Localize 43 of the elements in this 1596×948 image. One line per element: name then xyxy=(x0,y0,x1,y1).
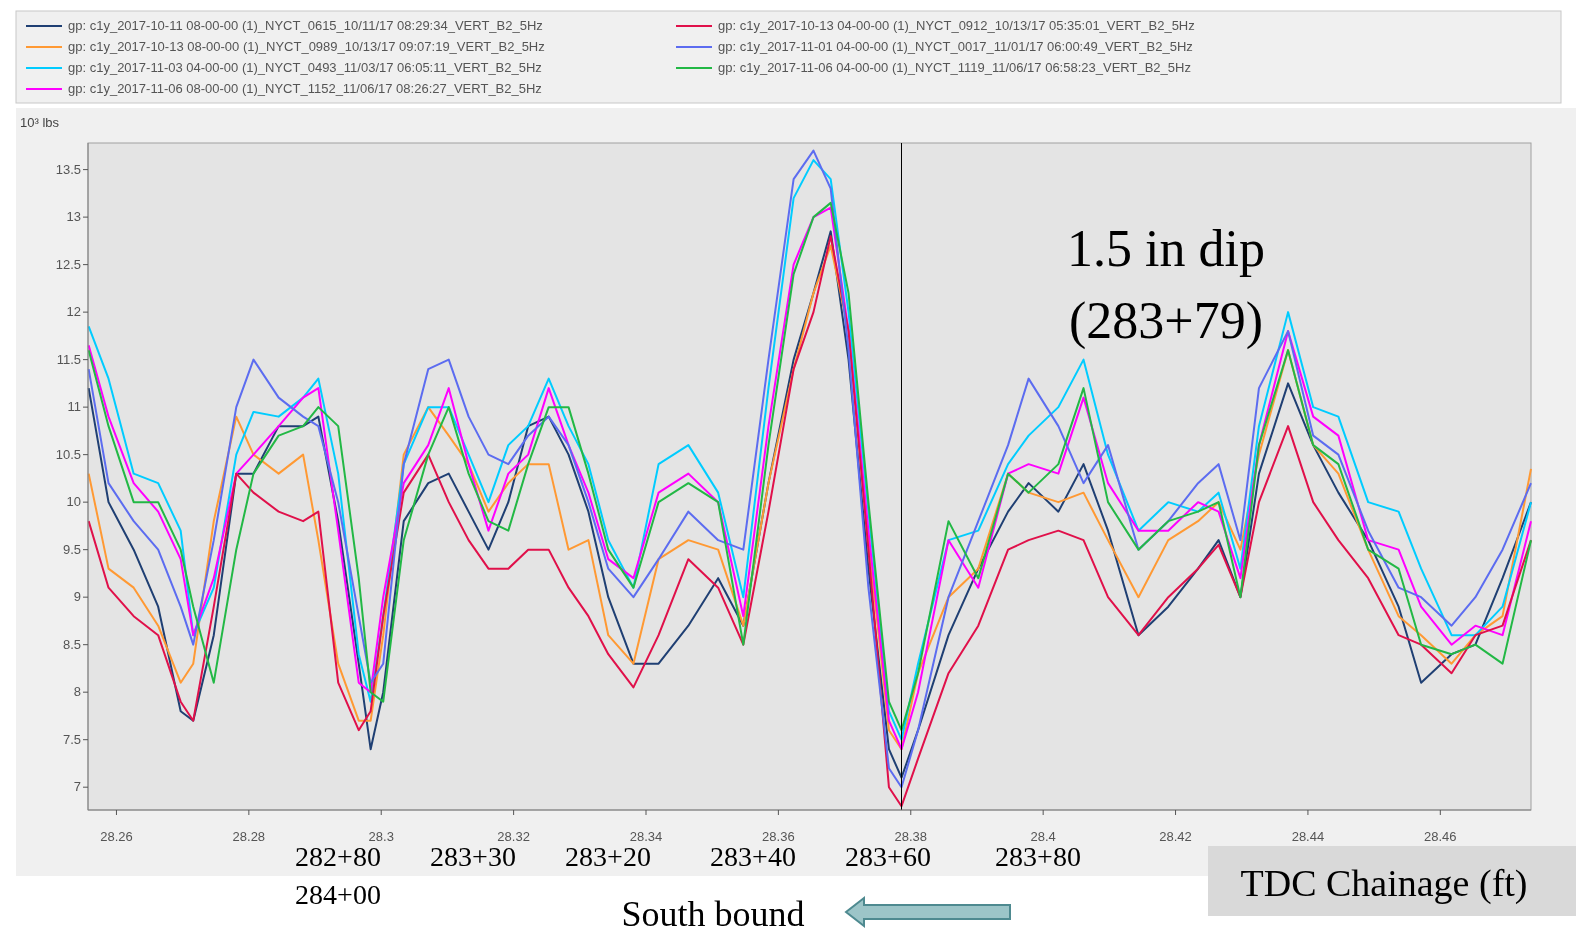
y-tick-label: 11 xyxy=(67,399,81,415)
x-tick-label: 28.32 xyxy=(497,829,530,844)
y-tick-label: 7 xyxy=(73,779,81,795)
text: 283+20 xyxy=(565,841,651,872)
x-tick-label: 28.38 xyxy=(894,829,928,844)
text: 283+60 xyxy=(845,841,931,872)
legend-label: gp: c1y_2017-11-01 04-00-00 (1)_NYCT_0017_11/01/17 06:00:49_VERT_B2_5Hz xyxy=(718,39,1193,54)
x-tick-label: 28.3 xyxy=(368,829,394,844)
legend-label: gp: c1y_2017-10-13 08-00-00 (1)_NYCT_0989_10/13/17 09:07:19_VERT_B2_5Hz xyxy=(68,39,545,54)
text: 283+80 xyxy=(995,841,1081,872)
legend-label: gp: c1y_2017-11-06 08-00-00 (1)_NYCT_1152_11/06/17 08:26:27_VERT_B2_5Hz xyxy=(68,81,542,96)
y-tick-label: 8.5 xyxy=(62,636,81,652)
y-tick-label: 10.5 xyxy=(55,446,81,462)
text: South bound xyxy=(621,894,805,934)
x-tick-label: 28.36 xyxy=(762,829,795,844)
annotation: 1.5 in dip (283+79) xyxy=(1067,220,1265,350)
y-tick-label: 11.5 xyxy=(56,351,81,367)
text: 283+40 xyxy=(710,841,796,872)
y-axis-title: 10³ lbs xyxy=(20,115,60,130)
y-tick-label: 12.5 xyxy=(55,256,81,272)
y-tick-label: 9.5 xyxy=(62,541,81,557)
legend-label: gp: c1y_2017-11-03 04-00-00 (1)_NYCT_0493_11/03/17 06:05:11_VERT_B2_5Hz xyxy=(68,60,542,75)
y-tick-label: 12 xyxy=(66,304,81,320)
text: 282+80 xyxy=(295,841,381,872)
x-axis-title: TDC Chainage (ft) xyxy=(1240,862,1528,905)
text: 283+30 xyxy=(430,841,516,872)
legend-label: gp: c1y_2017-10-13 04-00-00 (1)_NYCT_0912_10/13/17 05:35:01_VERT_B2_5Hz xyxy=(718,18,1195,33)
legend-label: gp: c1y_2017-11-06 04-00-00 (1)_NYCT_1119_11/06/17 06:58:23_VERT_B2_5Hz xyxy=(718,60,1191,75)
y-tick-label: 13.5 xyxy=(55,161,81,177)
y-tick-label: 13 xyxy=(66,209,81,225)
x-tick-label: 28.4 xyxy=(1030,829,1056,844)
x-tick-label: 28.46 xyxy=(1424,829,1457,844)
y-tick-label: 7.5 xyxy=(62,731,81,747)
x-tick-label: 28.34 xyxy=(629,829,663,844)
y-tick-label: 8 xyxy=(73,684,81,700)
text: 284+00 xyxy=(295,879,381,910)
x-tick-label: 28.26 xyxy=(100,829,133,844)
y-tick-label: 10 xyxy=(66,494,81,510)
x-tick-label: 28.44 xyxy=(1291,829,1325,844)
legend-label: gp: c1y_2017-10-11 08-00-00 (1)_NYCT_0615_10/11/17 08:29:34_VERT_B2_5Hz xyxy=(68,18,543,33)
x-tick-label: 28.42 xyxy=(1159,829,1192,844)
x-tick-label: 28.28 xyxy=(232,829,266,844)
y-tick-label: 9 xyxy=(73,589,81,605)
